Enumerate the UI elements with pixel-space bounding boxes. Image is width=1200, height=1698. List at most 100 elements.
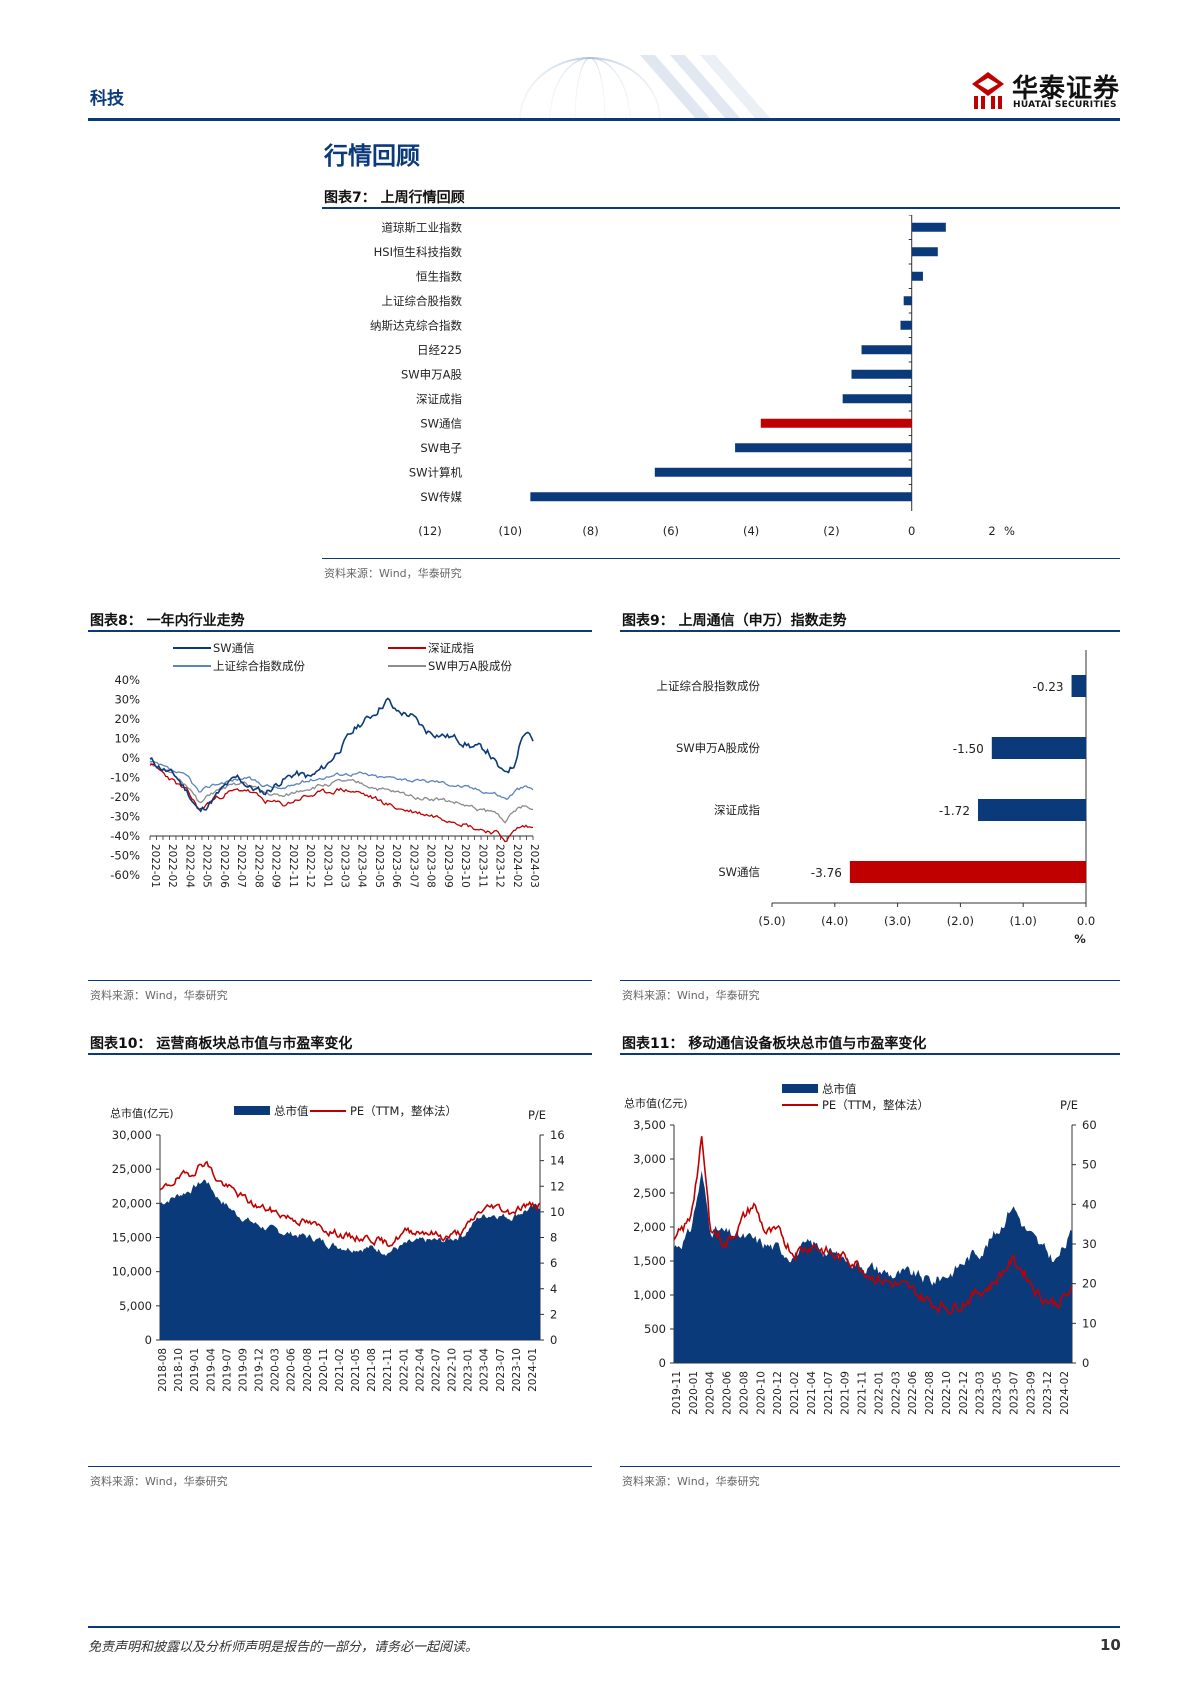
fig9-source: 资料来源：Wind，华泰研究 [622, 989, 760, 1002]
fig10-right-tick-label: 4 [550, 1282, 557, 1296]
fig8-y-tick-label: -20% [110, 790, 140, 804]
fig11-left-tick-label: 2,500 [633, 1186, 666, 1200]
fig10-x-tick-label: 2021-08 [366, 1348, 378, 1392]
fig7-bar [861, 345, 912, 355]
fig7-category-label: 日经225 [417, 343, 462, 357]
header-rule [88, 118, 1120, 121]
fig8-legend-label: SW通信 [213, 641, 255, 655]
logo-chinese-name: 华泰证券 [1012, 74, 1121, 104]
fig10-x-tick-label: 2022-04 [414, 1348, 426, 1392]
fig10-right-tick-label: 6 [550, 1256, 557, 1270]
fig7-x-tick-label: (2) [823, 524, 839, 538]
fig7-x-tick-label: (6) [663, 524, 679, 538]
fig7-unit-label: % [1004, 524, 1015, 538]
fig8-x-tick-label: 2022-12 [304, 844, 316, 888]
fig7-bar [530, 492, 912, 502]
fig11-left-tick-label: 3,000 [633, 1152, 666, 1166]
fig8-series-line [149, 697, 534, 813]
fig11-x-tick-label: 2020-08 [738, 1371, 750, 1415]
fig10-x-tick-label: 2021-02 [334, 1348, 346, 1392]
fig9-x-tick-label: (1.0) [1010, 914, 1037, 928]
fig10-left-tick-label: 10,000 [112, 1265, 152, 1279]
fig7-category-label: SW电子 [420, 441, 462, 455]
fig10-right-axis-label: P/E [528, 1108, 546, 1122]
fig10-right-tick-label: 0 [550, 1333, 557, 1347]
fig11-right-tick-label: 50 [1082, 1158, 1097, 1172]
fig7-title: 图表7： 上周行情回顾 [324, 190, 465, 206]
fig10-title-rule [88, 1053, 592, 1055]
fig11-left-tick-label: 1,500 [633, 1254, 666, 1268]
fig11-x-tick-label: 2022-06 [907, 1371, 919, 1415]
fig11-title: 图表11： 移动通信设备板块总市值与市盈率变化 [622, 1036, 927, 1052]
fig7-x-tick-label: (8) [582, 524, 598, 538]
fig10-left-tick-label: 20,000 [112, 1196, 152, 1210]
fig10-x-tick-label: 2019-12 [254, 1348, 266, 1392]
fig9-bar [991, 737, 1086, 759]
fig11-x-tick-label: 2022-08 [924, 1371, 936, 1415]
fig8-y-tick-label: 10% [114, 732, 140, 746]
fig11-legend-label: 总市值 [822, 1082, 857, 1096]
fig11-x-tick-label: 2019-11 [671, 1371, 683, 1415]
fig11-source: 资料来源：Wind，华泰研究 [622, 1475, 760, 1488]
fig11-left-axis-label: 总市值(亿元) [624, 1096, 688, 1110]
fig11-legend-swatch [782, 1084, 818, 1093]
fig7-bar [911, 271, 923, 281]
fig8-x-tick-label: 2023-05 [373, 844, 385, 888]
fig11-right-tick-label: 0 [1082, 1356, 1089, 1370]
fig8-x-tick-label: 2023-11 [476, 844, 488, 888]
fig11-x-tick-label: 2022-10 [941, 1371, 953, 1415]
fig10-source-rule [88, 1466, 592, 1467]
fig10-x-tick-label: 2020-03 [270, 1348, 282, 1392]
fig8-title: 图表8： 一年内行业走势 [90, 613, 245, 629]
fig8-x-tick-label: 2022-08 [252, 844, 264, 888]
fig11-right-tick-label: 20 [1082, 1277, 1097, 1291]
fig9-bar [849, 861, 1086, 883]
fig8-y-tick-label: 20% [114, 712, 140, 726]
fig7-x-tick-label: (10) [498, 524, 522, 538]
fig8-chart: -60% -50% -40% -30% -20% -10% 0% 10% 20% 30% 40% 20… [110, 641, 540, 888]
fig11-x-tick-label: 2022-01 [873, 1371, 885, 1415]
fig8-legend-label: 深证成指 [428, 641, 474, 655]
fig10-x-tick-label: 2020-08 [302, 1348, 314, 1392]
fig8-x-tick-label: 2023-04 [356, 844, 368, 888]
fig7-bar [911, 247, 938, 257]
fig8-title-rule [88, 630, 592, 632]
fig11-right-tick-label: 10 [1082, 1316, 1097, 1330]
fig9-x-tick-label: (4.0) [821, 914, 848, 928]
fig9-title: 图表9： 上周通信（申万）指数走势 [622, 613, 847, 629]
fig11-x-tick-label: 2020-04 [705, 1371, 717, 1415]
fig9-x-axis-label: % [1074, 932, 1086, 946]
fig8-legend-label: 上证综合指数成份 [213, 659, 305, 673]
fig9-value-label: -1.50 [953, 742, 984, 756]
fig7-x-tick-label: (12) [418, 524, 442, 538]
fig11-right-tick-label: 60 [1082, 1118, 1097, 1132]
fig11-x-tick-label: 2023-12 [1042, 1371, 1054, 1415]
fig8-x-tick-label: 2023-10 [459, 844, 471, 888]
fig8-x-tick-label: 2023-07 [407, 844, 419, 888]
fig10-x-tick-label: 2024-01 [527, 1348, 539, 1392]
fig10-pe-line [159, 1160, 541, 1248]
fig11-x-tick-label: 2021-11 [857, 1371, 869, 1415]
fig9-category-label: SW申万A股成份 [676, 741, 761, 755]
fig10-x-tick-label: 2018-10 [173, 1348, 185, 1392]
fig8-series-line [149, 760, 534, 801]
fig10-legend-label: 总市值 [274, 1104, 309, 1118]
fig11-x-tick-label: 2024-02 [1059, 1371, 1071, 1415]
fig11-source-rule [620, 1466, 1120, 1467]
fig7-bar [900, 320, 912, 330]
fig7-title-rule [322, 207, 1120, 209]
fig8-x-tick-label: 2023-03 [339, 844, 351, 888]
fig11-x-tick-label: 2020-12 [772, 1371, 784, 1415]
fig7-category-label: 上证综合股指数 [382, 294, 463, 308]
fig11-left-tick-label: 1,000 [633, 1288, 666, 1302]
fig11-right-tick-label: 40 [1082, 1197, 1097, 1211]
fig7-x-tick-label: 0 [908, 524, 915, 538]
fig8-y-tick-label: -60% [110, 868, 140, 882]
page-number: 10 [1100, 1636, 1121, 1654]
fig11-left-tick-label: 2,000 [633, 1220, 666, 1234]
footer-disclaimer: 免责声明和披露以及分析师声明是报告的一部分，请务必一起阅读。 [88, 1640, 479, 1655]
fig10-x-tick-label: 2020-06 [286, 1348, 298, 1392]
fig8-legend-label: SW申万A股成份 [428, 659, 513, 673]
fig10-right-tick-label: 14 [550, 1154, 565, 1168]
fig7-bar [903, 296, 912, 306]
